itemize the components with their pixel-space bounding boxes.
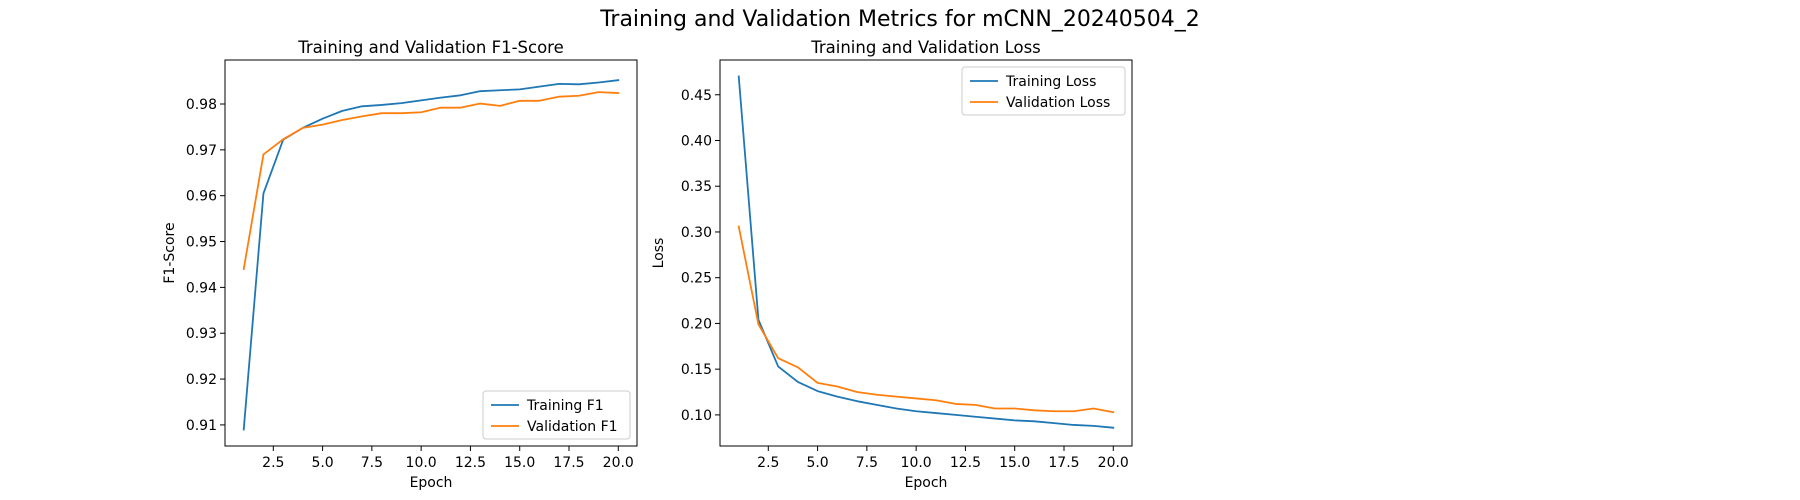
f1-score-axes: 2.5 5.0 7.5 10.0 12.5 15.0 17.5 20.0 0.91 0.92 0.9… (162, 38, 638, 491)
f1-x-tick-label: 2.5 (262, 455, 284, 471)
f1-x-axis-label: Epoch (410, 475, 453, 491)
loss-x-tick-label: 15.0 (999, 455, 1030, 471)
f1-x-tick-label: 10.0 (406, 455, 437, 471)
f1-x-tick-label: 20.0 (603, 455, 634, 471)
f1-axes-frame (224, 59, 638, 447)
loss-y-tick-label: 0.10 (681, 408, 712, 424)
loss-axes-frame (719, 59, 1133, 447)
loss-x-tick-label: 17.5 (1048, 455, 1079, 471)
loss-legend-box (961, 66, 1126, 116)
loss-x-tick-label: 20.0 (1098, 455, 1129, 471)
f1-y-tick-label: 0.94 (186, 280, 217, 296)
loss-legend: Training Loss Validation Loss (961, 66, 1126, 116)
loss-x-tick-label: 2.5 (757, 455, 779, 471)
loss-y-tick-label: 0.30 (681, 225, 712, 241)
f1-y-tick-label: 0.97 (186, 143, 217, 159)
f1-y-tick-label: 0.95 (186, 235, 217, 251)
f1-legend-label-1: Validation F1 (527, 419, 618, 435)
loss-y-tick-label: 0.35 (681, 179, 712, 195)
f1-x-tick-label: 17.5 (553, 455, 584, 471)
f1-plot-area (225, 60, 637, 446)
f1-legend-label-0: Training F1 (526, 398, 604, 414)
f1-y-tick-label: 0.98 (186, 97, 217, 113)
loss-legend-label-1: Validation Loss (1006, 95, 1110, 111)
loss-series-line-1 (737, 225, 1115, 414)
f1-y-tick-label: 0.96 (186, 189, 217, 205)
loss-x-tick-label: 10.0 (901, 455, 932, 471)
loss-x-axis-label: Epoch (905, 475, 948, 491)
f1-legend-box (482, 390, 631, 440)
loss-y-tick-label: 0.15 (681, 362, 712, 378)
f1-series-line-1 (242, 91, 620, 271)
loss-plot-area (720, 60, 1132, 446)
loss-series-line-0 (737, 75, 1115, 429)
f1-chart-title: Training and Validation F1-Score (297, 38, 564, 57)
loss-axes: 2.5 5.0 7.5 10.0 12.5 15.0 17.5 20.0 0.10 0.15 0.2… (651, 38, 1133, 491)
figure-suptitle: Training and Validation Metrics for mCNN… (599, 7, 1200, 32)
loss-y-tick-label: 0.40 (681, 133, 712, 149)
f1-x-tick-label: 12.5 (455, 455, 486, 471)
f1-legend: Training F1 Validation F1 (482, 390, 631, 440)
loss-x-tick-label: 5.0 (806, 455, 828, 471)
f1-x-tick-label: 7.5 (361, 455, 383, 471)
f1-y-tick-label: 0.92 (186, 372, 217, 388)
f1-y-axis-label: F1-Score (162, 222, 178, 283)
loss-x-tick-label: 12.5 (950, 455, 981, 471)
loss-y-axis-label: Loss (651, 238, 667, 269)
f1-series-line-0 (242, 79, 620, 431)
f1-x-tick-label: 5.0 (311, 455, 333, 471)
loss-x-tick-label: 7.5 (856, 455, 878, 471)
f1-x-tick-label: 15.0 (504, 455, 535, 471)
loss-y-tick-label: 0.25 (681, 271, 712, 287)
loss-legend-label-0: Training Loss (1005, 74, 1096, 90)
loss-y-tick-label: 0.20 (681, 316, 712, 332)
f1-y-tick-label: 0.91 (186, 418, 217, 434)
loss-y-tick-label: 0.45 (681, 88, 712, 104)
loss-chart-title: Training and Validation Loss (810, 38, 1041, 57)
f1-y-tick-label: 0.93 (186, 326, 217, 342)
